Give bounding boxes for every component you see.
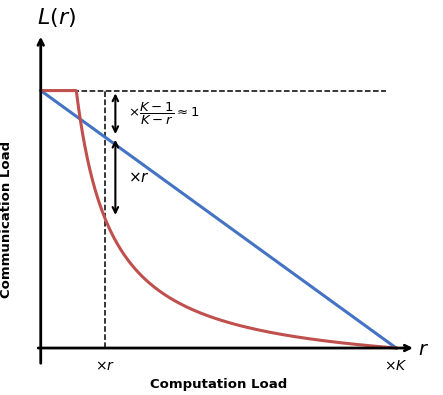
Text: $\times K$: $\times K$ (385, 359, 408, 373)
Text: $\times \dfrac{K-1}{K-r} \approx 1$: $\times \dfrac{K-1}{K-r} \approx 1$ (128, 101, 199, 127)
Text: Computation Load: Computation Load (150, 378, 287, 391)
Text: $\times r$: $\times r$ (95, 359, 115, 373)
Text: Communication Load: Communication Load (0, 141, 13, 298)
Text: $\times r$: $\times r$ (128, 170, 150, 185)
Text: $L(r)$: $L(r)$ (37, 6, 76, 29)
Text: $r$: $r$ (417, 340, 428, 359)
